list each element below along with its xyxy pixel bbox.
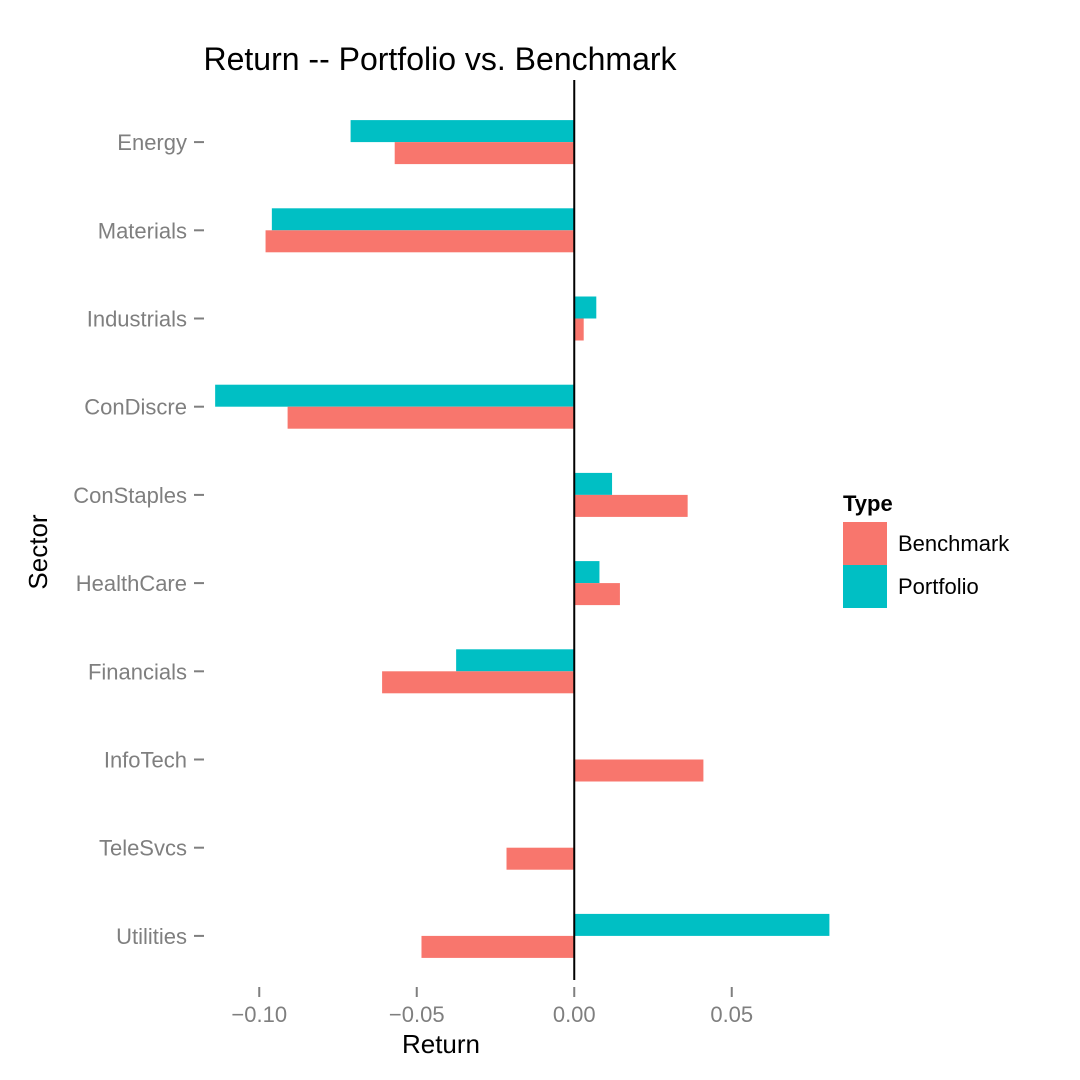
y-tick-label: InfoTech xyxy=(104,748,187,773)
x-axis-title: Return xyxy=(402,1029,480,1059)
y-tick-label: ConStaples xyxy=(73,483,187,508)
bar-benchmark-telesvcs xyxy=(506,847,575,870)
bar-benchmark-condiscre xyxy=(287,406,575,429)
bar-benchmark-healthcare xyxy=(574,583,620,606)
bar-portfolio-industrials xyxy=(574,296,597,319)
x-tick-label: −0.05 xyxy=(389,1002,445,1027)
legend-label-benchmark: Benchmark xyxy=(898,531,1010,556)
x-tick-label: −0.10 xyxy=(231,1002,287,1027)
bar-benchmark-infotech xyxy=(574,759,704,782)
legend-title: Type xyxy=(843,491,893,516)
legend-label-portfolio: Portfolio xyxy=(898,574,979,599)
x-tick-label: 0.05 xyxy=(710,1002,753,1027)
y-tick-label: TeleSvcs xyxy=(99,836,187,861)
bar-portfolio-energy xyxy=(350,120,575,143)
bar-portfolio-constaples xyxy=(574,472,613,495)
x-axis: −0.10 −0.05 0.00 0.05 xyxy=(231,987,753,1027)
y-tick-label: Utilities xyxy=(116,924,187,949)
y-tick-label: ConDiscre xyxy=(84,395,187,420)
x-tick-label: 0.00 xyxy=(553,1002,596,1027)
y-axis-title: Sector xyxy=(23,514,53,589)
bar-benchmark-utilities xyxy=(421,935,575,958)
y-axis: Energy Materials Industrials ConDiscre ConSt… xyxy=(73,130,204,949)
chart-title: Return -- Portfolio vs. Benchmark xyxy=(203,41,677,77)
bar-benchmark-materials xyxy=(265,230,575,253)
bar-benchmark-energy xyxy=(394,142,575,165)
y-tick-label: Materials xyxy=(98,218,187,243)
bar-benchmark-industrials xyxy=(574,318,584,341)
bar-portfolio-condiscre xyxy=(215,384,575,407)
bar-benchmark-financials xyxy=(382,671,575,694)
bar-portfolio-materials xyxy=(271,208,575,231)
legend: Type Benchmark Portfolio xyxy=(843,491,1010,608)
legend-swatch-benchmark xyxy=(843,522,887,565)
bars-layer xyxy=(215,120,830,958)
bar-portfolio-healthcare xyxy=(574,561,600,584)
y-tick-label: Financials xyxy=(88,659,187,684)
y-tick-label: Energy xyxy=(117,130,187,155)
bar-portfolio-financials xyxy=(456,649,575,672)
y-tick-label: HealthCare xyxy=(76,571,187,596)
bar-portfolio-utilities xyxy=(574,913,830,936)
legend-swatch-portfolio xyxy=(843,565,887,608)
y-tick-label: Industrials xyxy=(87,307,187,332)
bar-benchmark-constaples xyxy=(574,494,688,517)
